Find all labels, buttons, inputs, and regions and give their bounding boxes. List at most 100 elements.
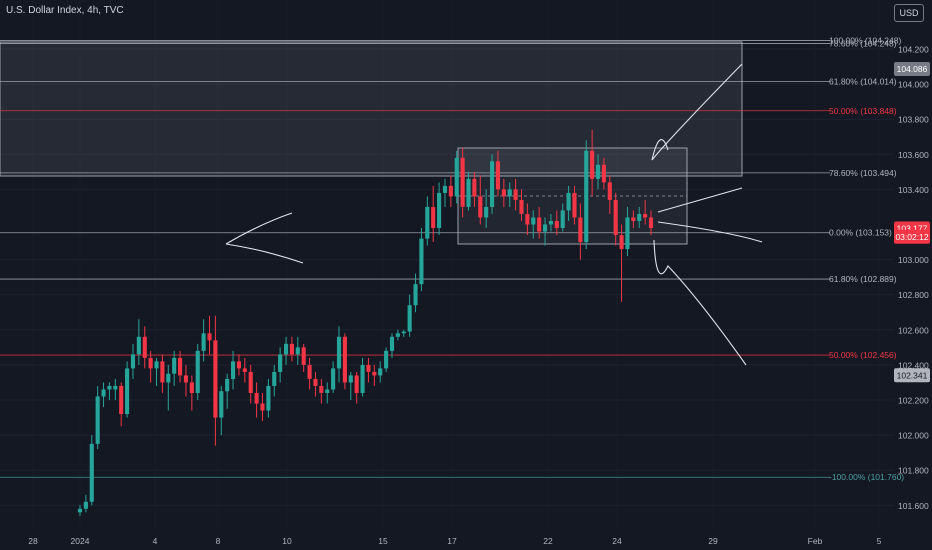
candle-body <box>619 235 624 250</box>
fib-level-label: 0.00% (103.153) <box>829 228 892 238</box>
candle-body <box>625 217 630 250</box>
candle-body <box>578 217 583 243</box>
candle-body <box>272 371 277 386</box>
candle-body <box>401 331 406 334</box>
drawing-stroke <box>225 243 304 264</box>
candle-body <box>219 391 224 418</box>
candle-body <box>360 364 365 393</box>
candle-body <box>266 385 271 411</box>
candle-body <box>554 220 559 229</box>
candle-body <box>207 333 212 341</box>
y-tick-label: 102.200 <box>898 396 929 406</box>
candle-body <box>283 343 289 355</box>
candle-body <box>413 284 418 306</box>
candle-body <box>425 206 430 239</box>
candle-body <box>607 182 612 200</box>
y-tick-label: 102.400 <box>898 360 929 370</box>
candle-body <box>572 192 577 218</box>
currency-button[interactable]: USD <box>894 4 924 22</box>
fib-level-label: 78.60% (104.248) <box>829 39 897 49</box>
candle-body <box>548 220 553 225</box>
candle-body <box>537 217 542 232</box>
candle-body <box>560 210 565 229</box>
candle-body <box>325 389 330 393</box>
price-label-text: 03:02:12 <box>895 232 928 242</box>
candle-body <box>513 189 518 200</box>
candle-body <box>584 150 589 243</box>
candle-body <box>307 364 312 379</box>
candle-body <box>437 192 442 229</box>
candle-body <box>595 164 601 179</box>
candle-body <box>301 347 306 365</box>
candle-body <box>154 361 159 369</box>
drawing-stroke <box>657 187 743 213</box>
x-tick-label: 8 <box>216 536 221 546</box>
x-tick-label: 22 <box>543 536 553 546</box>
candle-body <box>501 189 506 197</box>
candle-body <box>178 357 183 376</box>
candle-body <box>431 206 436 229</box>
candle-body <box>225 378 230 392</box>
candle-body <box>466 178 471 207</box>
fib-level-label: -100.00% (101.760) <box>829 472 904 482</box>
candle-body <box>289 343 294 355</box>
candlestick-series <box>77 129 654 516</box>
candle-body <box>531 217 536 225</box>
y-tick-label: 101.600 <box>898 501 929 511</box>
x-tick-label: 24 <box>612 536 622 546</box>
fib-level-label: 100.00% (104.248) <box>829 36 901 46</box>
candle-body <box>366 364 371 372</box>
candle-body <box>342 336 347 383</box>
candle-body <box>354 375 359 393</box>
candle-body <box>419 238 424 285</box>
fib-level-label: 61.80% (104.014) <box>829 77 897 87</box>
drawing-stroke <box>657 221 763 243</box>
y-tick-label: 103.800 <box>898 115 929 125</box>
time-axis[interactable]: 28 2024 4 8 10 15 17 22 24 29 Feb 5 <box>28 536 881 546</box>
candle-body <box>189 382 194 393</box>
candle-body <box>525 213 530 225</box>
drawing-stroke <box>651 63 743 161</box>
candle-body <box>484 206 489 218</box>
candle-body <box>95 396 100 444</box>
candle-body <box>460 157 465 207</box>
candle-body <box>631 217 636 221</box>
x-tick-label: 4 <box>153 536 158 546</box>
price-label-box <box>894 368 930 383</box>
candle-body <box>395 333 400 337</box>
candle-body <box>472 178 477 197</box>
drawing-stroke <box>653 239 747 366</box>
candle-body <box>637 213 642 221</box>
candle-body <box>278 354 283 372</box>
candle-body <box>389 336 395 351</box>
price-label-text: 102.341 <box>897 370 928 380</box>
candle-body <box>643 213 648 218</box>
candle-body <box>101 389 106 397</box>
y-tick-label: 102.000 <box>898 431 929 441</box>
candle-body <box>495 161 501 190</box>
price-axis[interactable]: 104.200 104.000 103.800 103.600 103.400 103.0… <box>898 45 929 511</box>
candle-body <box>254 392 259 404</box>
candle-body <box>77 508 83 513</box>
y-tick-label: 102.600 <box>898 325 929 335</box>
chart-grid <box>0 48 894 506</box>
candle-body <box>213 340 218 418</box>
candle-body <box>136 336 141 355</box>
candle-body <box>201 333 206 351</box>
price-label-box <box>894 229 930 244</box>
x-tick-label: 17 <box>447 536 457 546</box>
candle-body <box>166 373 171 383</box>
chart-title: U.S. Dollar Index, 4h, TVC <box>6 5 124 16</box>
candle-body <box>295 347 300 355</box>
candle-body <box>248 371 253 393</box>
candle-body <box>448 185 453 197</box>
candle-body <box>507 189 512 197</box>
price-label-text: 104.086 <box>897 64 928 74</box>
price-label-text: 103.177 <box>897 224 928 234</box>
candle-body <box>378 368 383 376</box>
x-tick-label: 2024 <box>71 536 90 546</box>
y-tick-label: 104.000 <box>898 80 929 90</box>
candle-body <box>107 385 112 390</box>
